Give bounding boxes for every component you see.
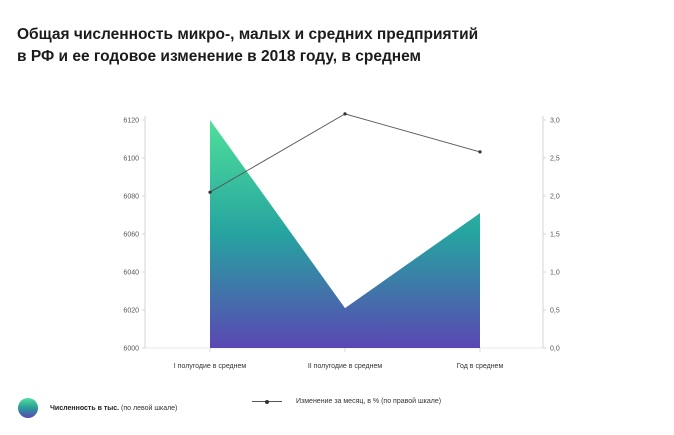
legend-line-label: Изменение за месяц, в % (по правой шкале… — [296, 398, 442, 405]
line-series-point — [208, 190, 212, 194]
legend-area-swatch — [18, 398, 38, 418]
area-series-numbers — [210, 120, 480, 348]
legend-area-label-rest: (по левой шкале) — [121, 404, 178, 412]
right-tick-label: 1,5 — [550, 232, 560, 239]
left-tick-label: 6100 — [123, 156, 139, 163]
chart-title: Общая численность микро-, малых и средни… — [17, 24, 657, 68]
right-tick-label: 2,5 — [550, 156, 560, 163]
left-tick-label: 6060 — [123, 232, 139, 239]
line-series-point — [343, 112, 347, 116]
right-tick-label: 0,0 — [550, 346, 560, 353]
legend-area-label-bold: Численность в тыс. — [50, 404, 120, 412]
left-tick-label: 6000 — [123, 346, 139, 353]
left-tick-label: 6120 — [123, 118, 139, 125]
legend-line-swatch — [252, 399, 282, 404]
right-tick-label: 3,0 — [550, 118, 560, 125]
left-tick-label: 6020 — [123, 308, 139, 315]
left-tick-label: 6080 — [123, 194, 139, 201]
right-tick-label: 0,5 — [550, 308, 560, 315]
legend-area-series: Численность в тыс. (по левой шкале) — [18, 398, 177, 418]
left-tick-label: 6040 — [123, 270, 139, 277]
x-category-label: I полугодие в среднем — [174, 363, 247, 370]
right-tick-label: 1,0 — [550, 270, 560, 277]
chart-title-line-2: в РФ и ее годовое изменение в 2018 году,… — [17, 48, 422, 65]
line-series-point — [478, 150, 482, 154]
x-category-label: Год в среднем — [457, 363, 504, 370]
right-tick-label: 2,0 — [550, 194, 560, 201]
chart-title-line-1: Общая численность микро-, малых и средни… — [17, 26, 479, 43]
x-category-label: II полугодие в среднем — [308, 363, 383, 370]
legend-line-series: Изменение за месяц, в % (по правой шкале… — [252, 398, 441, 405]
